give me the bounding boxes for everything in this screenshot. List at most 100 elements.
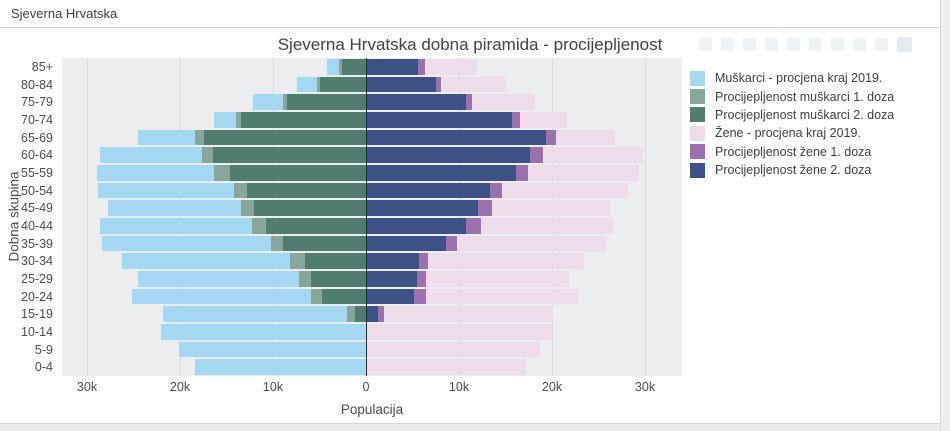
bar-30-34-f[interactable]: [366, 253, 419, 269]
bar-25-29-m[interactable]: [311, 271, 366, 287]
bar-15-19-f[interactable]: [366, 306, 379, 322]
camera-icon[interactable]: [699, 37, 712, 51]
bar-15-19-m[interactable]: [354, 306, 366, 322]
y-tick-35-39: 35-39: [21, 236, 53, 251]
legend-label-3: Žene - procjena kraj 2019.: [715, 126, 861, 141]
legend-item-3[interactable]: Žene - procjena kraj 2019.: [690, 124, 894, 142]
x-axis-tick-labels: 30k 20k 10k 0 10k 20k 30k: [62, 380, 682, 396]
bar-15-19-m[interactable]: [163, 306, 366, 322]
legend-item-1[interactable]: Procijepljenost muškarci 1. doza: [690, 87, 894, 105]
legend-item-2[interactable]: Procijepljenost muškarci 2. doza: [690, 106, 894, 124]
bar-80-84-m[interactable]: [319, 76, 366, 93]
reset-axes-icon[interactable]: [875, 37, 888, 51]
bar-5-9-f[interactable]: [366, 341, 540, 358]
pan-icon[interactable]: [743, 37, 756, 51]
bar-0-4-f[interactable]: [366, 359, 526, 375]
bar-45-49-f[interactable]: [366, 200, 478, 216]
bar-80-84-f[interactable]: [366, 76, 436, 93]
y-tick-30-34: 30-34: [21, 254, 53, 269]
x-tick-1: 20k: [169, 380, 191, 394]
x-tick-3: 0: [362, 380, 370, 394]
bar-35-39-f[interactable]: [366, 235, 446, 252]
bar-40-44-f[interactable]: [366, 218, 467, 234]
x-tick-6: 30k: [634, 380, 656, 394]
bar-55-59-m[interactable]: [230, 165, 366, 181]
bar-0-4-m[interactable]: [194, 359, 366, 375]
gridline-30k: [645, 58, 646, 376]
y-tick-10-14: 10-14: [21, 324, 53, 339]
bar-25-29-f[interactable]: [366, 271, 418, 287]
gridline--30k: [87, 58, 88, 376]
bar-65-69-f[interactable]: [366, 129, 547, 146]
gridline-10k: [459, 58, 460, 376]
legend-swatch-1: [690, 89, 705, 105]
legend-swatch-2: [690, 107, 705, 123]
zoom-out-icon[interactable]: [831, 37, 844, 51]
bar-15-19-f[interactable]: [366, 306, 553, 322]
y-tick-80-84: 80-84: [21, 77, 53, 92]
chart-legend: Muškarci - procjena kraj 2019. Procijeplj…: [690, 69, 894, 179]
zoom-in-icon[interactable]: [809, 37, 822, 51]
panel-title: Sjeverna Hrvatska: [11, 6, 118, 21]
zoom-icon[interactable]: [721, 37, 734, 51]
x-axis-title: Populacija: [340, 402, 404, 417]
bar-70-74-f[interactable]: [366, 112, 512, 128]
legend-swatch-0: [690, 70, 705, 86]
y-tick-55-59: 55-59: [21, 165, 53, 180]
bar-45-49-m[interactable]: [254, 200, 366, 216]
lasso-icon[interactable]: [787, 37, 800, 51]
legend-label-5: Procijepljenost žene 2. doza: [715, 163, 872, 178]
legend-swatch-3: [690, 125, 705, 141]
y-tick-15-19: 15-19: [21, 307, 53, 322]
y-tick-25-29: 25-29: [21, 271, 53, 286]
y-tick-40-44: 40-44: [21, 218, 53, 233]
x-tick-0: 30k: [76, 380, 98, 394]
bar-20-24-m[interactable]: [322, 288, 366, 305]
bottom-panel-edge: [0, 423, 940, 431]
plotly-logo-icon[interactable]: [897, 36, 912, 52]
legend-item-5[interactable]: Procijepljenost žene 2. doza: [690, 161, 894, 179]
plot-area: [62, 58, 682, 376]
bar-55-59-f[interactable]: [366, 165, 516, 181]
bar-85+-m[interactable]: [341, 59, 366, 75]
bar-5-9-m[interactable]: [179, 341, 366, 358]
bar-60-64-m[interactable]: [212, 147, 366, 163]
bar-75-79-m[interactable]: [286, 94, 366, 110]
y-tick-45-49: 45-49: [21, 201, 53, 216]
right-panel-edge: [940, 0, 950, 431]
bar-70-74-m[interactable]: [241, 112, 366, 128]
autoscale-icon[interactable]: [853, 37, 866, 51]
y-tick-0-4: 0-4: [34, 360, 53, 375]
y-tick-75-79: 75-79: [21, 95, 53, 110]
bar-10-14-f[interactable]: [366, 324, 552, 340]
box-select-icon[interactable]: [765, 37, 778, 51]
bar-50-54-f[interactable]: [366, 182, 490, 199]
y-tick-65-69: 65-69: [21, 130, 53, 145]
bar-20-24-m[interactable]: [131, 288, 366, 305]
bar-50-54-m[interactable]: [247, 182, 366, 199]
bar-20-24-f[interactable]: [366, 288, 415, 305]
y-tick-50-54: 50-54: [21, 183, 53, 198]
bar-60-64-f[interactable]: [366, 147, 530, 163]
legend-item-0[interactable]: Muškarci - procjena kraj 2019.: [690, 69, 894, 87]
legend-swatch-5: [690, 162, 705, 178]
y-axis-tick-labels: 85+ 80-84 75-79 70-74 65-69 60-64 55-59 50-54 45…: [0, 58, 57, 376]
bar-10-14-m[interactable]: [161, 324, 366, 340]
y-tick-85+: 85+: [31, 59, 53, 74]
bar-30-34-m[interactable]: [304, 253, 366, 269]
x-tick-4: 10k: [448, 380, 470, 394]
y-tick-60-64: 60-64: [21, 148, 53, 163]
panel-header: Sjeverna Hrvatska: [0, 0, 940, 28]
plotly-modebar: [699, 36, 912, 52]
gridline-20k: [552, 58, 553, 376]
legend-label-0: Muškarci - procjena kraj 2019.: [715, 71, 883, 86]
bar-75-79-f[interactable]: [366, 94, 467, 110]
bar-40-44-m[interactable]: [265, 218, 366, 234]
bar-85+-f[interactable]: [366, 59, 419, 75]
legend-item-4[interactable]: Procijepljenost žene 1. doza: [690, 143, 894, 161]
chart-title: Sjeverna Hrvatska dobna piramida - proci…: [277, 35, 663, 54]
x-tick-5: 20k: [541, 380, 563, 394]
bar-35-39-m[interactable]: [283, 235, 366, 252]
bar-65-69-m[interactable]: [204, 129, 366, 146]
